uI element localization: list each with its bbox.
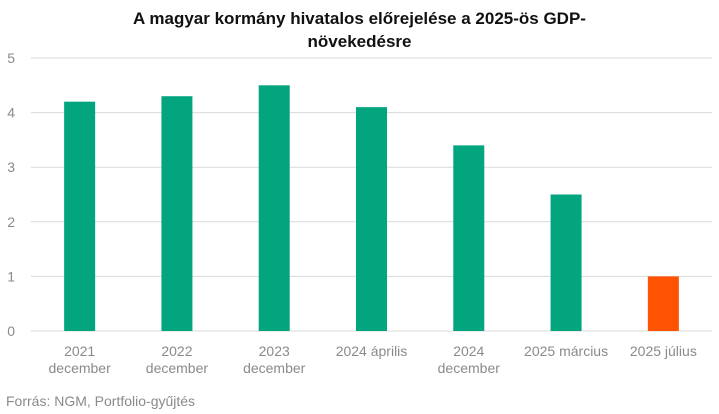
bar (647, 276, 679, 331)
y-tick-label: 4 (7, 105, 15, 121)
bar (161, 96, 193, 331)
y-tick-label: 1 (7, 268, 15, 284)
bar (453, 145, 485, 331)
x-tick-label: 2021 december (49, 343, 112, 376)
x-tick-label: 2025 március (524, 343, 608, 359)
y-tick-label: 5 (7, 50, 15, 66)
bar (550, 194, 582, 331)
x-tick-label: 2024 december (438, 343, 501, 376)
x-axis-ticks: 2021 december 2022 december 2023 december 2024… (49, 343, 697, 376)
y-axis-ticks: 0 1 2 3 4 5 (7, 50, 15, 339)
chart-title: A magyar kormány hivatalos előrejelése a… (0, 7, 719, 53)
x-tick-label: 2024 április (336, 343, 408, 359)
chart-title-line-1: A magyar kormány hivatalos előrejelése a… (133, 9, 586, 28)
chart-title-line-2: növekedésre (307, 32, 412, 51)
x-tick-label: 2022 december (146, 343, 209, 376)
bars (64, 85, 679, 332)
y-tick-label: 3 (7, 159, 15, 175)
x-tick-label: 2023 december (243, 343, 306, 376)
bar (64, 101, 96, 332)
bar (258, 85, 290, 331)
source-note: Forrás: NGM, Portfolio-gyűjtés (6, 393, 196, 409)
x-tick-label: 2025 július (630, 343, 697, 359)
y-tick-label: 2 (7, 214, 15, 230)
y-tick-label: 0 (7, 323, 15, 339)
bar (356, 107, 387, 331)
